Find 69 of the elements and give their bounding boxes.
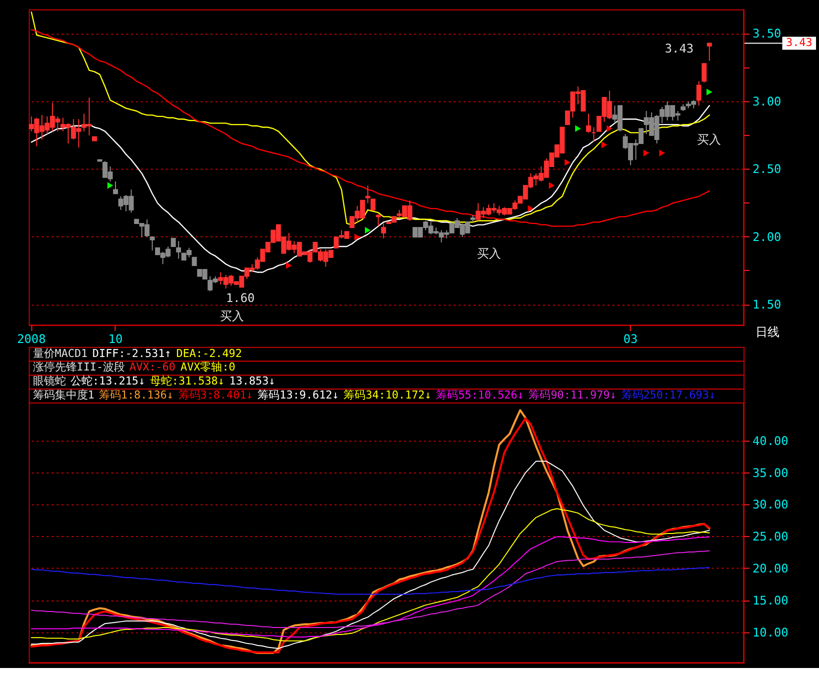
line-series [30,536,710,638]
point [706,88,712,96]
point [643,150,650,156]
point [548,182,555,189]
text: 公蛇:13.215↓ [70,374,146,388]
x-axis-title: 日线 [755,324,780,339]
y-tick-label: 40.00 [752,434,788,448]
y-tick-label: 10.00 [752,626,788,640]
candlestick [696,80,702,106]
y-tick-label: 20.00 [752,562,788,576]
y-tick-label: 2.50 [752,162,782,176]
point [575,125,581,132]
point [606,125,612,132]
candlestick [370,198,376,210]
text: 涨停先锋III-波段 [32,360,126,374]
x-tick-label: 10 [108,332,123,346]
y-tick-label: 2.00 [752,230,782,244]
line-series [30,566,710,595]
annotation: 买入 [220,309,244,324]
text: DEA:-2.492 [176,346,242,360]
annotation: 买入 [697,132,722,146]
candlestick [381,222,386,239]
y-tick-label: 15.00 [752,594,788,608]
text: AVX:-60 [130,360,176,374]
point [528,205,534,212]
candlestick [586,113,591,134]
text: AVX零轴:0 [180,360,236,374]
y-tick-label: 30.00 [752,498,788,512]
text: 母蛇:31.538↓ [150,374,224,388]
text: 筹码13:9.612↓ [258,388,339,402]
annotation: 1.60 [226,290,255,305]
candlestick [113,180,118,194]
y-tick-label: 1.50 [752,298,782,312]
point [354,234,360,240]
annotation: 3.43 [664,41,694,56]
point [564,159,570,166]
ref-line-label: 3.43 [786,36,812,50]
line-series [30,460,710,650]
text: 筹码250:17.693↓ [621,388,716,402]
x-tick-label: 03 [623,332,638,346]
candlestick [176,240,182,260]
candlestick [706,42,712,62]
text: 量价MACD1 [32,346,88,360]
point [601,142,608,148]
point [286,262,292,269]
y-tick-label: 25.00 [752,530,788,544]
text: 筹码55:10.526↓ [436,388,524,402]
text: 筹码34:10.172↓ [344,388,432,402]
text: 筹码3:8.401↓ [178,388,253,402]
point [659,150,665,156]
annotation: 买入 [477,246,502,260]
candlestick [150,236,155,252]
candlestick [702,63,707,84]
y-tick-label: 3.50 [752,26,782,41]
text: 筹码1:8.136↓ [98,388,174,402]
text: 筹码90:11.979↓ [528,388,616,402]
text: 眼镜蛇 [32,374,66,388]
chart-title: 筹码集中度1 [32,388,94,402]
text: 13.853↓ [229,374,276,388]
text: DIFF:-2.531↑ [92,346,172,360]
candlestick [376,213,381,227]
candlestick [365,185,370,204]
point [107,182,114,189]
y-tick-label: 3.00 [752,94,782,108]
line-series [30,550,710,628]
x-tick-label: 2008 [17,332,46,346]
y-tick-label: 35.00 [752,466,788,480]
line-series [30,508,710,642]
point [364,226,371,234]
